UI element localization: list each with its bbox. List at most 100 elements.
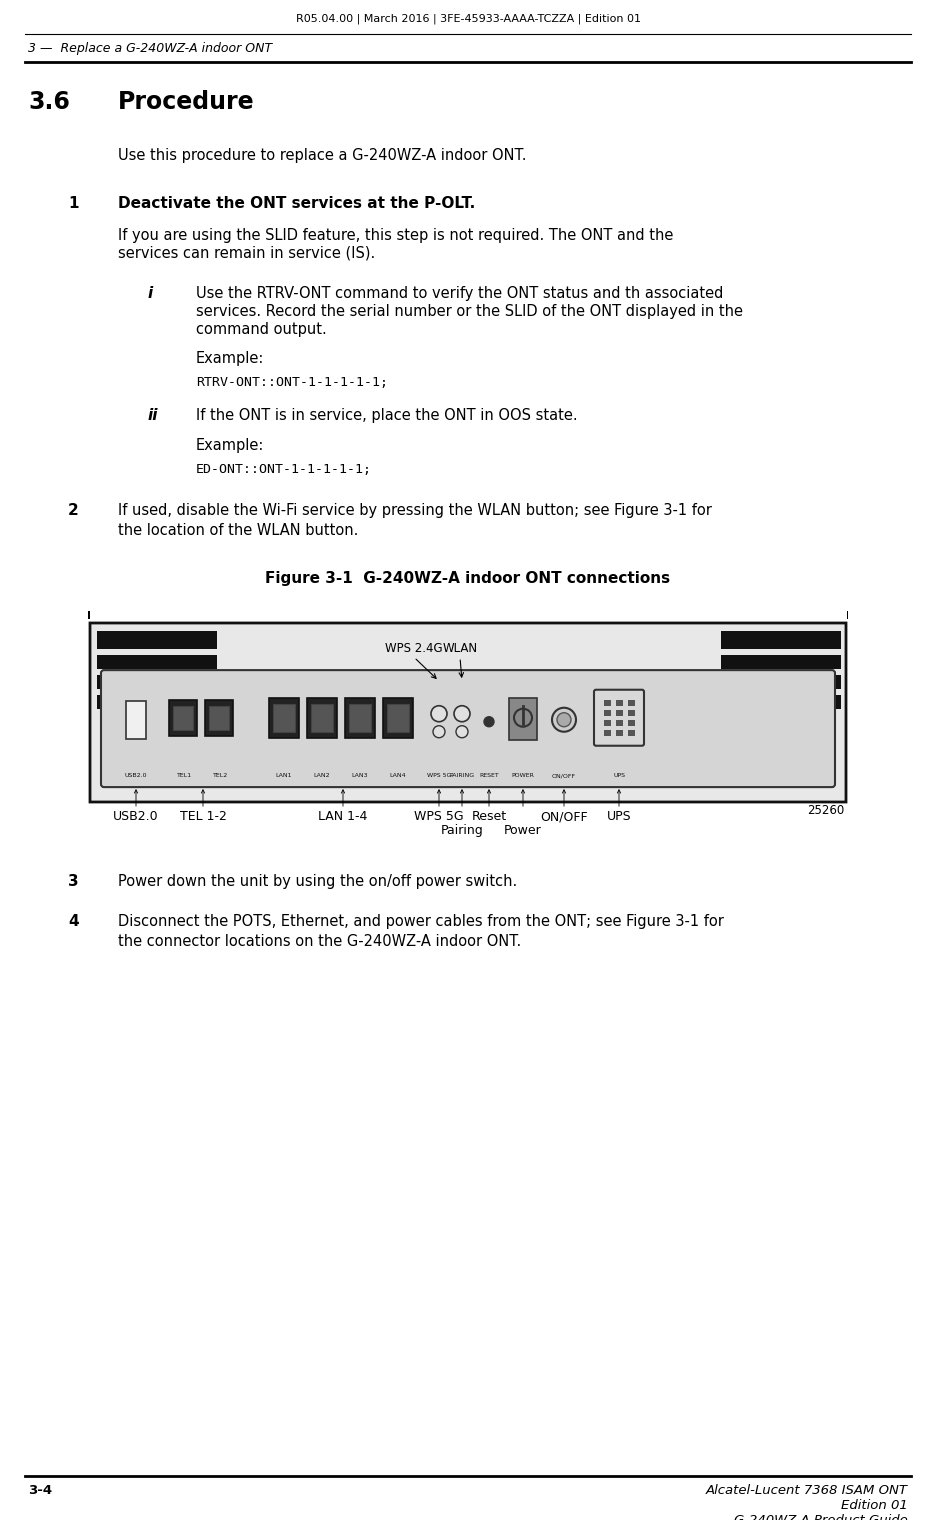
Bar — [604, 720, 611, 725]
Bar — [97, 695, 217, 708]
Text: If the ONT is in service, place the ONT in OOS state.: If the ONT is in service, place the ONT … — [196, 407, 578, 423]
Bar — [628, 699, 635, 705]
Bar — [205, 699, 233, 736]
Bar — [173, 705, 193, 730]
Text: services. Record the serial number or the SLID of the ONT displayed in the: services. Record the serial number or th… — [196, 304, 743, 319]
Text: TEL2: TEL2 — [213, 774, 228, 778]
Text: WPS 2.4G: WPS 2.4G — [386, 643, 443, 655]
Text: LAN4: LAN4 — [389, 774, 406, 778]
Text: command output.: command output. — [196, 322, 327, 337]
Text: WPS 5G: WPS 5G — [427, 774, 451, 778]
Text: LAN2: LAN2 — [314, 774, 330, 778]
FancyBboxPatch shape — [90, 623, 846, 803]
Text: Power: Power — [505, 824, 542, 838]
Bar — [97, 631, 217, 649]
Text: USB2.0: USB2.0 — [113, 810, 159, 822]
Text: 4: 4 — [68, 914, 79, 929]
Bar — [721, 631, 841, 649]
Text: If used, disable the Wi-Fi service by pressing the WLAN button; see Figure 3-1 f: If used, disable the Wi-Fi service by pr… — [118, 503, 712, 518]
Text: 1: 1 — [68, 196, 79, 211]
Bar — [721, 655, 841, 669]
Text: 3 —  Replace a G-240WZ-A indoor ONT: 3 — Replace a G-240WZ-A indoor ONT — [28, 43, 272, 55]
Text: Pairing: Pairing — [441, 824, 483, 838]
Text: services can remain in service (IS).: services can remain in service (IS). — [118, 246, 375, 261]
Bar — [628, 710, 635, 716]
Text: Reset: Reset — [472, 810, 506, 822]
Text: Deactivate the ONT services at the P-OLT.: Deactivate the ONT services at the P-OLT… — [118, 196, 475, 211]
Text: Use the RTRV-ONT command to verify the ONT status and th associated: Use the RTRV-ONT command to verify the O… — [196, 286, 724, 301]
Text: ON/OFF: ON/OFF — [552, 774, 576, 778]
Text: LAN1: LAN1 — [276, 774, 292, 778]
Text: UPS: UPS — [613, 774, 625, 778]
Bar — [616, 730, 623, 736]
Bar — [311, 704, 333, 731]
Text: 3.6: 3.6 — [28, 90, 70, 114]
Text: WLAN: WLAN — [443, 643, 477, 655]
Bar — [273, 704, 295, 731]
Text: LAN 1-4: LAN 1-4 — [318, 810, 368, 822]
Text: ii: ii — [148, 407, 158, 423]
Text: If you are using the SLID feature, this step is not required. The ONT and the: If you are using the SLID feature, this … — [118, 228, 673, 243]
Bar — [387, 704, 409, 731]
Text: the location of the WLAN button.: the location of the WLAN button. — [118, 523, 358, 538]
Bar — [383, 698, 413, 737]
Text: RESET: RESET — [479, 774, 499, 778]
FancyBboxPatch shape — [101, 670, 835, 787]
Text: Disconnect the POTS, Ethernet, and power cables from the ONT; see Figure 3-1 for: Disconnect the POTS, Ethernet, and power… — [118, 914, 724, 929]
Text: R05.04.00 | March 2016 | 3FE-45933-AAAA-TCZZA | Edition 01: R05.04.00 | March 2016 | 3FE-45933-AAAA-… — [296, 14, 640, 24]
Bar — [307, 698, 337, 737]
Text: 2: 2 — [68, 503, 79, 518]
Text: Use this procedure to replace a G-240WZ-A indoor ONT.: Use this procedure to replace a G-240WZ-… — [118, 147, 527, 163]
Bar — [97, 675, 217, 689]
Bar — [616, 720, 623, 725]
Circle shape — [484, 717, 494, 727]
Circle shape — [552, 708, 576, 731]
Circle shape — [454, 705, 470, 722]
Bar — [269, 698, 299, 737]
Text: LAN3: LAN3 — [352, 774, 368, 778]
Bar — [509, 698, 537, 740]
Text: Example:: Example: — [196, 351, 264, 366]
Bar — [349, 704, 371, 731]
Circle shape — [557, 713, 571, 727]
Bar — [209, 705, 229, 730]
Text: 3: 3 — [68, 874, 79, 889]
Text: G-240WZ-A Product Guide: G-240WZ-A Product Guide — [734, 1514, 908, 1520]
Text: ED-ONT::ONT-1-1-1-1-1;: ED-ONT::ONT-1-1-1-1-1; — [196, 464, 372, 476]
Text: USB2.0: USB2.0 — [124, 774, 147, 778]
Text: i: i — [148, 286, 154, 301]
Text: RTRV-ONT::ONT-1-1-1-1-1;: RTRV-ONT::ONT-1-1-1-1-1; — [196, 375, 388, 389]
Bar — [628, 730, 635, 736]
Text: Figure 3-1  G-240WZ-A indoor ONT connections: Figure 3-1 G-240WZ-A indoor ONT connecti… — [266, 572, 670, 587]
Bar — [345, 698, 375, 737]
Text: Edition 01: Edition 01 — [841, 1499, 908, 1512]
Text: ON/OFF: ON/OFF — [540, 810, 588, 822]
Circle shape — [514, 708, 532, 727]
Bar — [604, 699, 611, 705]
Bar — [846, 611, 848, 619]
Bar — [616, 699, 623, 705]
Bar — [721, 675, 841, 689]
Bar — [88, 611, 90, 619]
Text: TEL1: TEL1 — [178, 774, 193, 778]
Text: 25260: 25260 — [807, 804, 844, 818]
Bar — [169, 699, 197, 736]
Text: TEL 1-2: TEL 1-2 — [180, 810, 227, 822]
Bar — [628, 720, 635, 725]
Circle shape — [433, 725, 445, 737]
Text: UPS: UPS — [607, 810, 631, 822]
Text: WPS 5G: WPS 5G — [415, 810, 464, 822]
FancyBboxPatch shape — [594, 690, 644, 746]
Bar — [616, 710, 623, 716]
Bar — [721, 695, 841, 708]
Text: PAIRING: PAIRING — [449, 774, 475, 778]
Bar — [604, 710, 611, 716]
Bar — [126, 701, 146, 739]
Text: the connector locations on the G-240WZ-A indoor ONT.: the connector locations on the G-240WZ-A… — [118, 933, 521, 948]
Text: 3-4: 3-4 — [28, 1484, 52, 1497]
Text: POWER: POWER — [512, 774, 534, 778]
Bar — [97, 655, 217, 669]
Text: Alcatel-Lucent 7368 ISAM ONT: Alcatel-Lucent 7368 ISAM ONT — [706, 1484, 908, 1497]
Bar — [604, 730, 611, 736]
Circle shape — [431, 705, 447, 722]
